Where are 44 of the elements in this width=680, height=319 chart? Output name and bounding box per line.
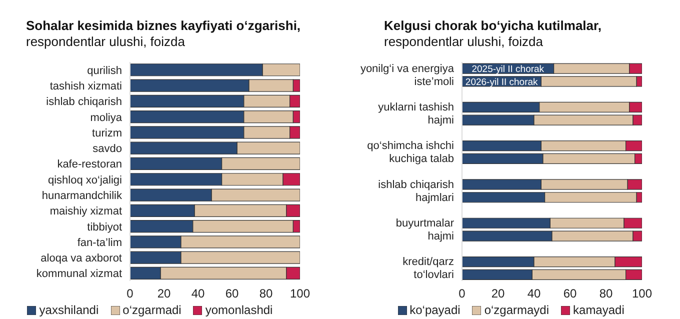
y-tick-label: kredit/qarz to‘lovlari bbox=[402, 256, 454, 282]
y-tick-label: qishloq xo‘jaligi bbox=[48, 174, 122, 186]
legend-label: yomonlashdi bbox=[205, 303, 273, 317]
chart-subtitle: respondentlar ulushi, foizda bbox=[384, 34, 544, 50]
annotation: 2026-yil II chorak bbox=[465, 76, 538, 88]
y-tick-label: kommunal xizmat bbox=[36, 268, 122, 280]
chart-title: Sohalar kesimida biznes kayfiyati o‘zgarishi, bbox=[26, 18, 301, 34]
y-tick-label: tashish xizmati bbox=[50, 80, 122, 92]
y-tick-label: kafe-restoran bbox=[57, 158, 122, 171]
legend-label: o‘zgarmadi bbox=[122, 303, 182, 317]
y-tick-label: qurilish bbox=[87, 64, 122, 77]
x-tick-label: 80 bbox=[599, 286, 613, 301]
x-tick-label: 80 bbox=[259, 286, 273, 301]
chart-title: Kelgusi chorak bo‘yicha kutilmalar, bbox=[384, 18, 602, 34]
y-tick-label: turizm bbox=[92, 127, 122, 140]
x-tick-label: 0 bbox=[458, 286, 466, 301]
legend-label: o‘zgarmaydi bbox=[484, 303, 550, 317]
x-tick-label: 100 bbox=[632, 286, 652, 301]
y-tick-label: yuklarni tashish hajmi bbox=[378, 102, 454, 127]
y-tick-label: yonilg‘i va energiya iste’moli bbox=[360, 62, 455, 88]
y-tick-label: savdo bbox=[92, 143, 122, 156]
y-tick-label: buyurtmalar hajmi bbox=[396, 218, 454, 243]
x-tick-label: 0 bbox=[126, 286, 134, 301]
y-tick-label: aloqa va axborot bbox=[40, 252, 122, 265]
x-tick-label: 40 bbox=[191, 286, 205, 301]
x-tick-label: 20 bbox=[491, 286, 505, 301]
y-tick-label: ishlab chiqarish bbox=[46, 96, 122, 108]
y-tick-label: moliya bbox=[90, 112, 123, 124]
y-tick-label: tibbiyot bbox=[87, 221, 122, 234]
x-tick-label: 20 bbox=[157, 286, 171, 301]
x-tick-label: 40 bbox=[527, 286, 541, 301]
y-tick-label: qo‘shimcha ishchi kuchiga talab bbox=[367, 140, 454, 166]
chart-subtitle: respondentlar ulushi, foizda bbox=[26, 34, 186, 50]
legend-label: yaxshilandi bbox=[39, 303, 99, 317]
annotation: 2025-yil II chorak bbox=[472, 64, 544, 76]
y-tick-label: ishlab chiqarish hajmlari bbox=[378, 178, 454, 204]
y-tick-label: hunarmandchilik bbox=[42, 190, 122, 202]
legend-label: kamayadi bbox=[573, 303, 624, 317]
y-tick-label: fan-ta’lim bbox=[77, 236, 122, 249]
y-tick-label: maishiy xizmat bbox=[50, 206, 122, 218]
legend-label: ko‘payadi bbox=[410, 303, 460, 317]
x-tick-label: 100 bbox=[290, 286, 310, 301]
x-tick-label: 60 bbox=[563, 286, 577, 301]
x-tick-label: 60 bbox=[225, 286, 239, 301]
